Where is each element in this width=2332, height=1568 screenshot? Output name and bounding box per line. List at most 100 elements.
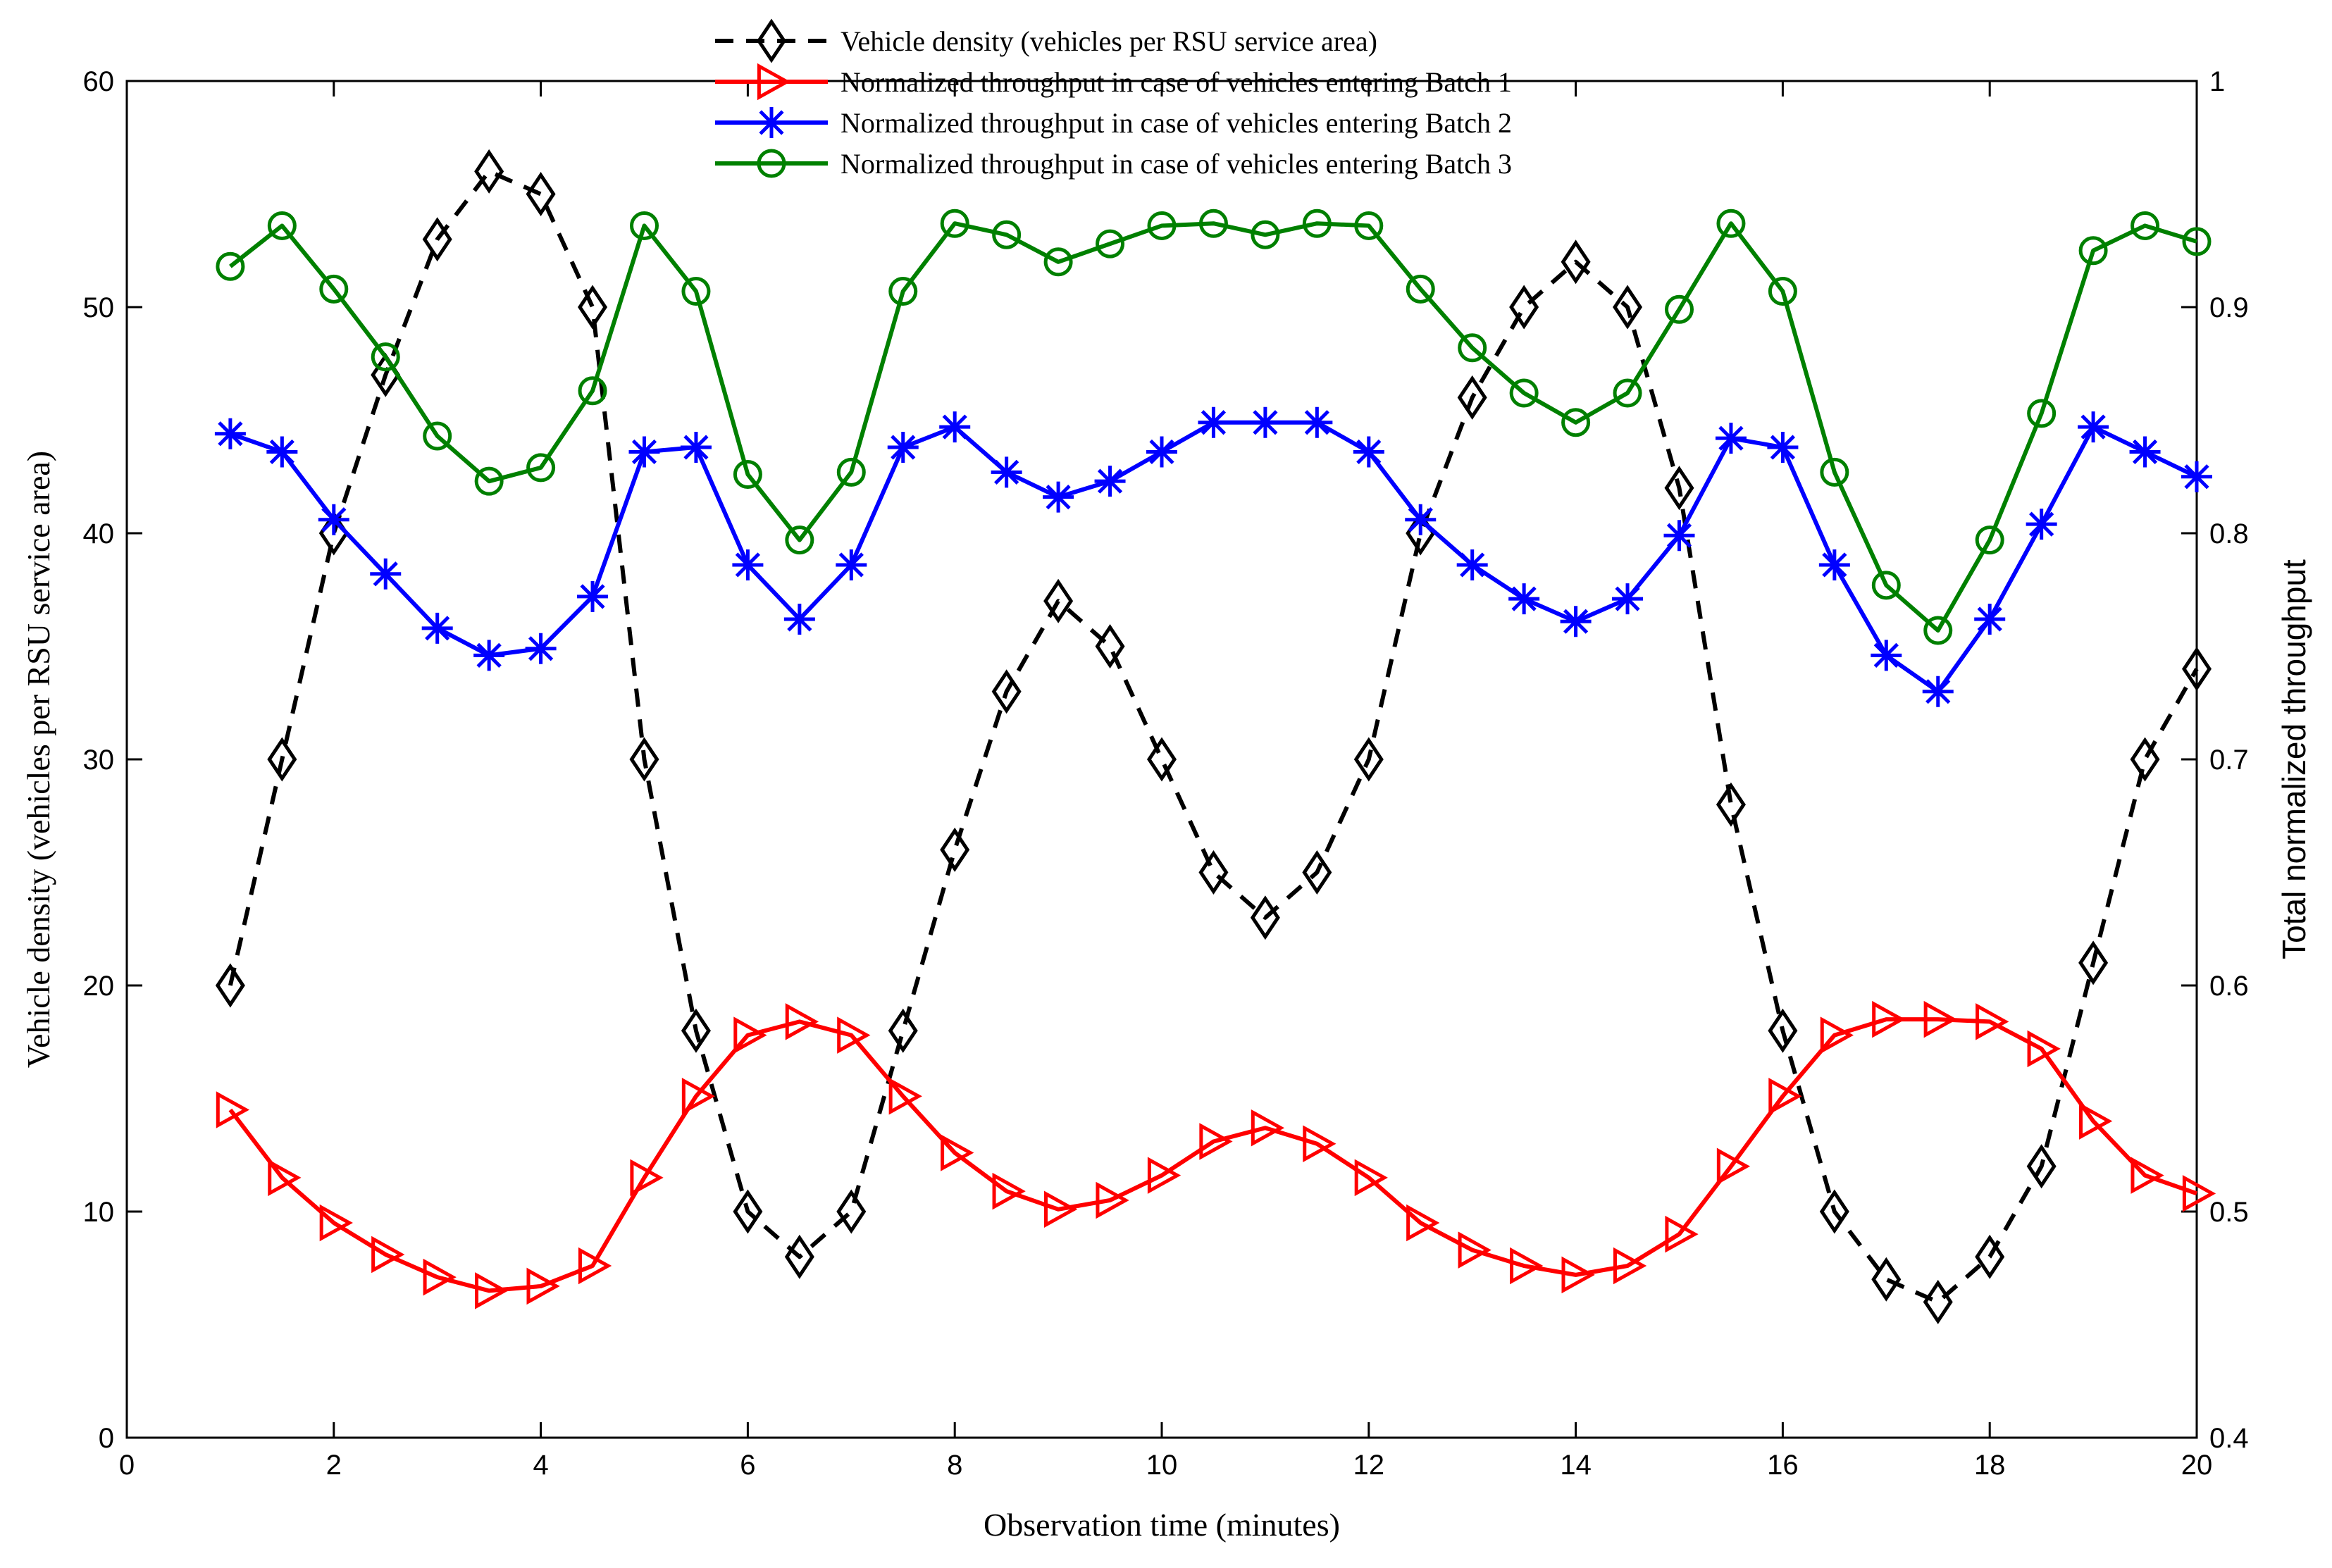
data-point <box>1716 782 1746 827</box>
data-point <box>267 211 297 240</box>
series-2 <box>216 1000 2216 1309</box>
data-point <box>940 827 970 872</box>
legend-entry-1: Vehicle density (vehicles per RSU servic… <box>715 18 1377 63</box>
plot-frame <box>125 80 2198 1439</box>
y-left-tick-label: 60 <box>83 66 115 97</box>
data-point <box>1716 1147 1751 1186</box>
data-point <box>473 640 505 671</box>
data-point <box>1509 285 1539 330</box>
data-point <box>1974 603 2006 635</box>
legend-entry-3: Normalized throughput in case of vehicle… <box>715 107 1512 139</box>
data-point <box>1715 423 1747 454</box>
y-left-tick-label: 40 <box>83 518 115 549</box>
series-layer <box>214 149 2216 1324</box>
data-point <box>836 1189 867 1234</box>
data-point <box>992 1172 1026 1210</box>
data-point <box>1665 294 1694 324</box>
legend-label: Normalized throughput in case of vehicle… <box>841 66 1512 98</box>
data-point <box>371 342 400 372</box>
legend-label: Normalized throughput in case of vehicle… <box>841 148 1512 180</box>
legend-marker <box>756 18 787 63</box>
data-point <box>1458 333 1487 363</box>
data-point <box>1716 209 1746 238</box>
data-point <box>214 418 246 449</box>
x-tick-label: 18 <box>1974 1450 2006 1481</box>
legend-marker <box>756 107 787 138</box>
data-point <box>1509 378 1539 408</box>
series-line <box>229 221 2197 633</box>
x-tick-label: 10 <box>1146 1450 1178 1481</box>
data-point <box>1767 432 1799 463</box>
y-right-tick-label: 0.5 <box>2209 1197 2249 1228</box>
series-1 <box>215 149 2212 1324</box>
y-left-tick-label: 20 <box>83 971 115 1002</box>
data-point <box>1820 1016 1854 1054</box>
data-point <box>474 466 504 496</box>
data-point <box>268 1159 302 1197</box>
data-point <box>681 277 711 306</box>
data-point <box>733 1189 763 1234</box>
data-point <box>1976 1003 2009 1040</box>
data-point <box>1510 1247 1544 1285</box>
data-point <box>2078 940 2109 985</box>
data-point <box>1872 1000 1906 1038</box>
data-point <box>216 251 245 281</box>
data-point <box>2078 236 2108 266</box>
series-line <box>228 1017 2197 1293</box>
data-point <box>1664 466 1694 511</box>
data-point <box>1198 209 1228 238</box>
data-point <box>1613 378 1642 408</box>
data-point <box>1353 436 1384 468</box>
data-point <box>2026 509 2057 540</box>
data-point <box>1663 520 1695 552</box>
data-point <box>1303 1125 1336 1162</box>
data-point <box>1613 1247 1647 1285</box>
legend-marker <box>757 63 791 101</box>
data-point <box>836 549 867 580</box>
data-point <box>1302 850 1332 895</box>
data-point <box>1922 676 1954 707</box>
data-point <box>1301 406 1333 438</box>
data-point <box>785 1003 819 1040</box>
data-point <box>2182 227 2212 256</box>
series-line <box>229 420 2198 694</box>
legend: Vehicle density (vehicles per RSU servic… <box>715 18 1512 180</box>
data-point <box>2026 1144 2057 1189</box>
data-point <box>941 1134 974 1171</box>
data-point <box>1820 457 1849 487</box>
y-left-tick-label: 30 <box>83 745 115 776</box>
data-point <box>783 603 815 635</box>
data-point <box>578 285 608 330</box>
legend-entry-4: Normalized throughput in case of vehicle… <box>715 148 1512 180</box>
data-point <box>1768 277 1797 306</box>
x-tick-label: 16 <box>1767 1450 1799 1481</box>
data-point <box>2079 1102 2113 1140</box>
data-point <box>1923 616 1953 645</box>
legend-label: Normalized throughput in case of vehicle… <box>841 107 1512 139</box>
data-point <box>887 432 919 463</box>
data-point <box>475 1272 509 1309</box>
legend-label: Vehicle density (vehicles per RSU servic… <box>841 25 1377 57</box>
data-point <box>319 274 349 304</box>
data-point <box>680 432 712 463</box>
series-line <box>228 169 2199 1305</box>
data-point <box>1975 525 2004 555</box>
x-axis-title: Observation time (minutes) <box>984 1507 1340 1543</box>
data-point <box>1096 1181 1129 1219</box>
x-tick-label: 0 <box>119 1450 135 1481</box>
data-point <box>1871 571 1901 600</box>
data-point <box>939 411 971 443</box>
data-point <box>992 220 1022 249</box>
plot-axes: 0 2 4 6 8 10 12 14 16 18 20 0 10 20 30 40 50 60 0.4 0.5 0.6 0… <box>83 66 2249 1481</box>
legend-entry-2: Normalized throughput in case of vehicle… <box>715 63 1512 101</box>
data-point <box>733 1016 767 1054</box>
data-point <box>629 737 659 782</box>
data-point <box>1508 583 1540 615</box>
data-point <box>1405 504 1437 535</box>
data-point <box>1146 737 1177 782</box>
data-point <box>1612 583 1644 615</box>
data-point <box>526 1267 560 1305</box>
data-point <box>681 1078 716 1115</box>
data-point <box>1406 1204 1440 1242</box>
data-point <box>940 209 969 238</box>
